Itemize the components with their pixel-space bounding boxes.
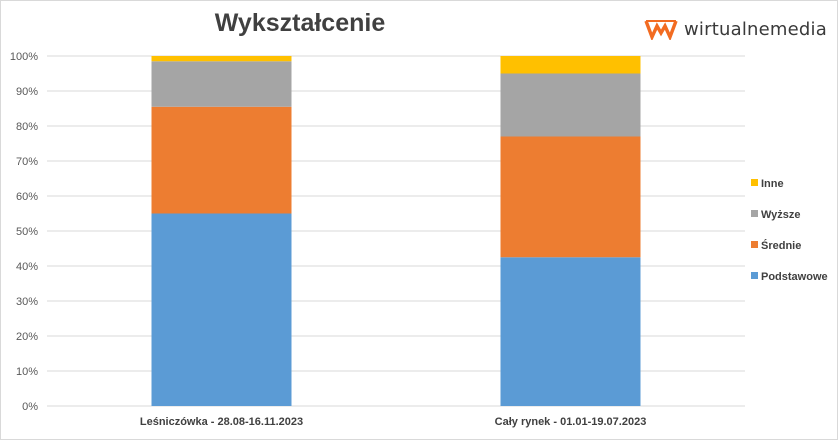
y-tick-label: 80% bbox=[16, 121, 38, 133]
brand-logo: wirtualnemedia bbox=[644, 16, 827, 42]
legend-label: Wyższe bbox=[761, 209, 801, 221]
y-tick-label: 50% bbox=[16, 226, 38, 238]
y-tick-label: 0% bbox=[22, 401, 38, 413]
brand-name: wirtualnemedia bbox=[684, 18, 827, 40]
legend-swatch-średnie bbox=[751, 241, 758, 248]
legend-swatch-wyższe bbox=[751, 210, 758, 217]
bar-segment-podstawowe bbox=[500, 257, 641, 406]
y-tick-label: 30% bbox=[16, 296, 38, 308]
bar-segment-podstawowe bbox=[151, 213, 292, 406]
legend-swatch-podstawowe bbox=[751, 272, 758, 279]
y-tick-label: 40% bbox=[16, 261, 38, 273]
y-tick-label: 60% bbox=[16, 191, 38, 203]
x-category-label: Cały rynek - 01.01-19.07.2023 bbox=[495, 416, 647, 428]
y-tick-label: 20% bbox=[16, 331, 38, 343]
y-tick-label: 70% bbox=[16, 156, 38, 168]
x-category-label: Leśniczówka - 28.08-16.11.2023 bbox=[140, 416, 303, 428]
wirtualnemedia-logo-icon bbox=[644, 20, 678, 40]
legend-label: Średnie bbox=[761, 239, 801, 252]
y-tick-label: 90% bbox=[16, 86, 38, 98]
chart-title: Wykształcenie bbox=[214, 9, 386, 37]
legend-swatch-inne bbox=[751, 179, 758, 186]
bar-segment-średnie bbox=[151, 106, 292, 214]
bar-segment-wyższe bbox=[151, 61, 292, 107]
legend-label: Inne bbox=[761, 178, 784, 190]
y-tick-label: 100% bbox=[10, 51, 38, 63]
y-tick-label: 10% bbox=[16, 366, 38, 378]
bar-segment-wyższe bbox=[500, 73, 641, 137]
bar-segment-średnie bbox=[500, 136, 641, 258]
bar-segment-inne bbox=[151, 56, 292, 62]
legend-label: Podstawowe bbox=[761, 271, 828, 283]
bar-segment-inne bbox=[500, 56, 641, 74]
